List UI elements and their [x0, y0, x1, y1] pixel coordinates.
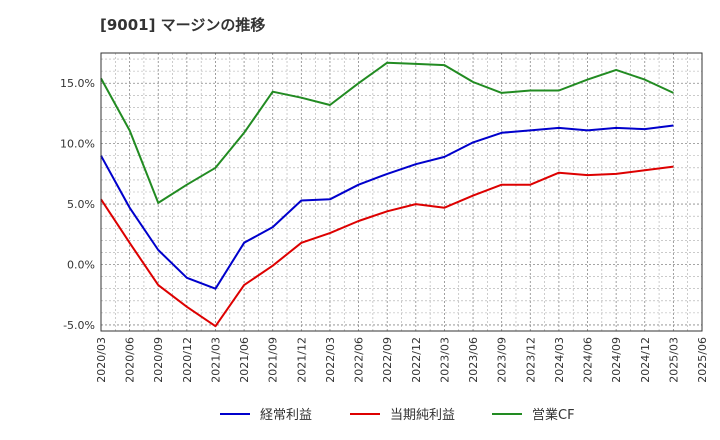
x-tick-label: 2023/12 — [524, 337, 537, 383]
y-tick-label: 0.0% — [67, 259, 95, 272]
x-tick-label: 2023/09 — [496, 337, 509, 383]
grid — [100, 53, 703, 331]
x-tick-label: 2023/03 — [438, 337, 451, 383]
x-tick-label: 2021/12 — [295, 337, 308, 383]
y-axis-ticks: -5.0% 0.0% 5.0% 10.0% 15.0% — [60, 77, 95, 332]
x-tick-label: 2023/06 — [467, 337, 480, 383]
x-tick-label: 2025/03 — [667, 337, 680, 383]
x-tick-label: 2024/06 — [582, 337, 595, 383]
legend-label: 当期純利益 — [390, 408, 455, 423]
y-tick-label: -5.0% — [63, 319, 95, 332]
x-tick-label: 2020/12 — [181, 337, 194, 383]
x-tick-label: 2024/03 — [553, 337, 566, 383]
x-tick-label: 2022/09 — [381, 337, 394, 383]
legend-label: 営業CF — [532, 407, 575, 423]
x-tick-label: 2021/09 — [267, 337, 280, 383]
series-lines — [100, 61, 674, 328]
legend-label: 経常利益 — [260, 408, 312, 423]
x-tick-label: 2020/03 — [95, 337, 108, 383]
x-tick-label: 2022/06 — [353, 337, 366, 383]
y-tick-label: 15.0% — [60, 77, 95, 90]
series-line — [100, 124, 674, 290]
y-tick-label: 5.0% — [67, 198, 95, 211]
x-axis-ticks: 2020/03 2020/06 2020/09 2020/12 2021/03 2021/… — [95, 337, 709, 383]
x-tick-label: 2024/09 — [610, 337, 623, 383]
x-tick-label: 2025/06 — [696, 337, 709, 383]
series-line — [100, 165, 674, 328]
y-tick-label: 10.0% — [60, 138, 95, 151]
legend: 経常利益 当期純利益 営業CF — [220, 407, 575, 423]
plot-frame — [100, 52, 703, 332]
chart-title: [9001] マージンの推移 — [100, 16, 265, 34]
x-tick-label: 2022/12 — [410, 337, 423, 383]
x-tick-label: 2021/06 — [238, 337, 251, 383]
x-tick-label: 2021/03 — [209, 337, 222, 383]
x-tick-label: 2020/09 — [152, 337, 165, 383]
x-tick-label: 2022/03 — [324, 337, 337, 383]
x-tick-label: 2024/12 — [639, 337, 652, 383]
series-line — [100, 61, 674, 204]
x-tick-label: 2020/06 — [124, 337, 137, 383]
